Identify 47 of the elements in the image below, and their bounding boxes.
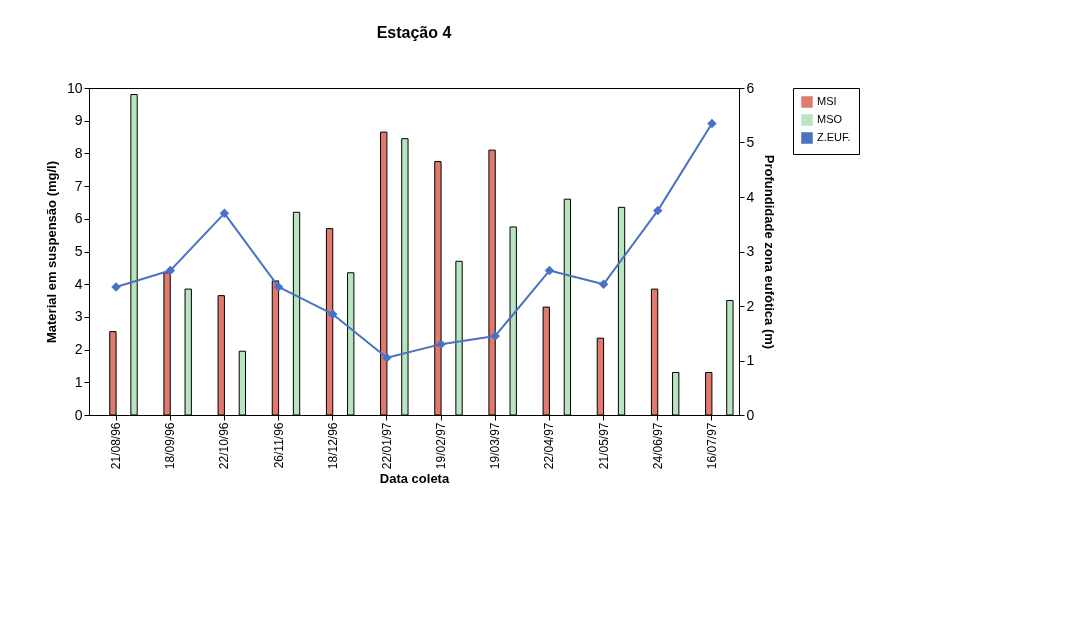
point bbox=[490, 331, 500, 341]
legend-label: MSO bbox=[817, 113, 843, 125]
x-tick-label: 21/05/97 bbox=[596, 422, 611, 470]
y2-tick-label: 4 bbox=[746, 188, 755, 205]
y-tick-label: 0 bbox=[74, 406, 83, 423]
point bbox=[707, 118, 717, 129]
point bbox=[328, 309, 338, 319]
y-tick-label: 10 bbox=[66, 79, 83, 96]
point bbox=[653, 205, 663, 216]
x-axis-title: Data coleta bbox=[379, 471, 450, 487]
y2-tick-label: 5 bbox=[746, 134, 755, 150]
point bbox=[273, 282, 284, 292]
y-tick-label: 6 bbox=[74, 210, 83, 227]
y2-tick-label: 1 bbox=[746, 352, 755, 368]
y-axis-title: Material em suspensão (mg/l) bbox=[43, 160, 59, 344]
point bbox=[598, 279, 609, 289]
y-tick-label: 5 bbox=[74, 243, 83, 259]
x-tick-label: 18/09/96 bbox=[163, 422, 178, 470]
y-tick-label: 1 bbox=[74, 373, 83, 390]
chart-title: Estação 4 bbox=[376, 24, 452, 41]
y-tick-label: 4 bbox=[74, 275, 83, 292]
x-tick-label: 16/07/97 bbox=[704, 422, 719, 470]
x-tick-label: 22/10/96 bbox=[217, 422, 232, 470]
legend-label: MSI bbox=[817, 95, 837, 107]
y2-tick-label: 0 bbox=[746, 406, 755, 423]
y2-axis-title: Profundidade zona eufótica (m) bbox=[762, 154, 778, 350]
x-tick-label: 26/11/96 bbox=[271, 422, 286, 469]
y-tick-label: 7 bbox=[74, 177, 83, 194]
y2-tick-label: 2 bbox=[746, 297, 755, 314]
legend-label: Z.EUF. bbox=[817, 131, 851, 143]
y-tick-label: 3 bbox=[74, 308, 83, 325]
x-tick-label: 24/06/97 bbox=[650, 422, 665, 470]
x-tick-label: 22/01/97 bbox=[379, 422, 394, 470]
point bbox=[219, 208, 230, 219]
x-tick-label: 19/02/97 bbox=[434, 422, 449, 470]
y-tick-label: 2 bbox=[74, 341, 83, 358]
x-tick-label: 22/04/97 bbox=[542, 422, 557, 470]
point bbox=[382, 353, 392, 363]
point bbox=[544, 265, 555, 276]
y-tick-label: 8 bbox=[74, 144, 83, 161]
x-tick-label: 21/08/96 bbox=[109, 422, 124, 470]
x-tick-label: 18/12/96 bbox=[325, 422, 340, 470]
y2-tick-label: 6 bbox=[746, 79, 755, 96]
y-tick-label: 9 bbox=[74, 112, 83, 129]
y2-tick-label: 3 bbox=[746, 243, 755, 259]
point bbox=[165, 265, 175, 276]
x-tick-label: 19/03/97 bbox=[488, 422, 503, 470]
